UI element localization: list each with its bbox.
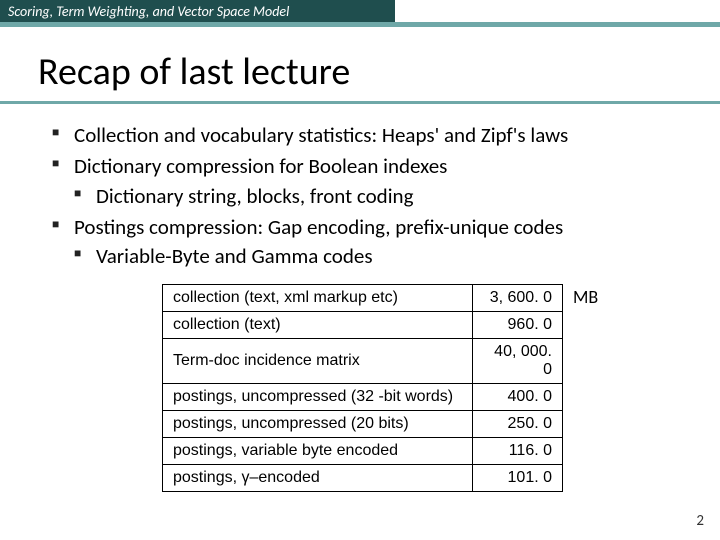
- row-label: collection (text, xml markup etc): [163, 285, 473, 312]
- table-row: collection (text)960. 0: [163, 312, 563, 339]
- bullet-item: Postings compression: Gap encoding, pref…: [52, 214, 682, 271]
- row-value: 400. 0: [473, 384, 563, 411]
- row-label: postings, uncompressed (20 bits): [163, 411, 473, 438]
- slide-body: Collection and vocabulary statistics: He…: [0, 122, 720, 492]
- row-label: postings, uncompressed (32 -bit words): [163, 384, 473, 411]
- row-label: postings, variable byte encoded: [163, 438, 473, 465]
- bullet-text: Dictionary compression for Boolean index…: [74, 153, 447, 179]
- row-value: 40, 000. 0: [473, 339, 563, 384]
- row-label: postings, γ–encoded: [163, 465, 473, 492]
- row-value: 116. 0: [473, 438, 563, 465]
- subbullet-item: Variable-Byte and Gamma codes: [74, 243, 682, 270]
- row-value: 101. 0: [473, 465, 563, 492]
- table-row: collection (text, xml markup etc)3, 600.…: [163, 285, 563, 312]
- slide-title: Recap of last lecture: [38, 49, 720, 95]
- subbullet-text: Variable-Byte and Gamma codes: [96, 243, 373, 269]
- table-row: Term-doc incidence matrix40, 000. 0: [163, 339, 563, 384]
- table-row: postings, γ–encoded101. 0: [163, 465, 563, 492]
- unit-label: MB: [573, 286, 598, 308]
- bullet-item: Collection and vocabulary statistics: He…: [52, 122, 682, 149]
- table-row: postings, variable byte encoded116. 0: [163, 438, 563, 465]
- table-row: postings, uncompressed (32 -bit words)40…: [163, 384, 563, 411]
- bullet-item: Dictionary compression for Boolean index…: [52, 153, 682, 210]
- row-value: 250. 0: [473, 411, 563, 438]
- row-value: 3, 600. 0: [473, 285, 563, 312]
- chapter-header: Scoring, Term Weighting, and Vector Spac…: [0, 0, 395, 22]
- header-accent-strip: [0, 22, 720, 27]
- row-label: collection (text): [163, 312, 473, 339]
- title-underline: [0, 101, 720, 104]
- row-label: Term-doc incidence matrix: [163, 339, 473, 384]
- row-value: 960. 0: [473, 312, 563, 339]
- subbullet-text: Dictionary string, blocks, front coding: [96, 183, 413, 209]
- size-table: collection (text, xml markup etc)3, 600.…: [162, 284, 563, 492]
- bullet-text: Collection and vocabulary statistics: He…: [74, 122, 568, 148]
- table-row: postings, uncompressed (20 bits)250. 0: [163, 411, 563, 438]
- bullet-text: Postings compression: Gap encoding, pref…: [74, 214, 563, 240]
- subbullet-item: Dictionary string, blocks, front coding: [74, 183, 682, 210]
- page-number: 2: [696, 512, 704, 530]
